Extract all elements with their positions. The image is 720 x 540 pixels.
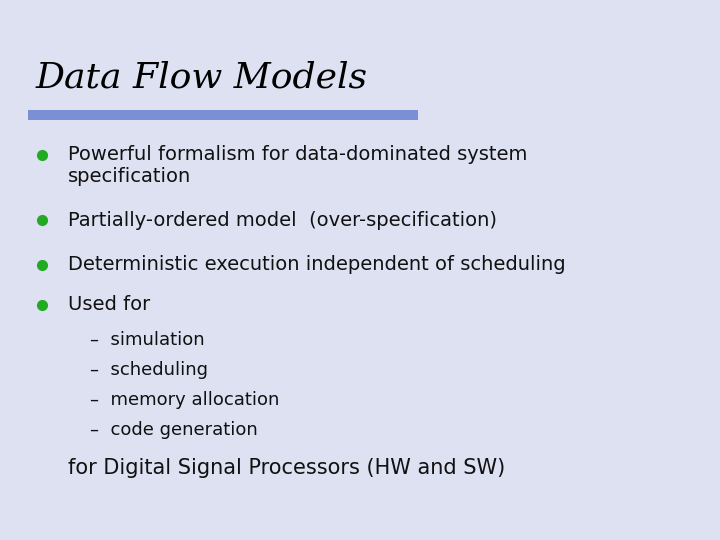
Text: for Digital Signal Processors (HW and SW): for Digital Signal Processors (HW and SW… — [68, 458, 505, 478]
Text: specification: specification — [68, 167, 192, 186]
Text: –  memory allocation: – memory allocation — [90, 391, 279, 409]
Text: –  simulation: – simulation — [90, 331, 204, 349]
Text: Partially-ordered model  (over-specification): Partially-ordered model (over-specificat… — [68, 211, 497, 229]
Text: Deterministic execution independent of scheduling: Deterministic execution independent of s… — [68, 255, 566, 274]
Text: –  scheduling: – scheduling — [90, 361, 208, 379]
Text: Used for: Used for — [68, 295, 150, 314]
Text: Powerful formalism for data-dominated system: Powerful formalism for data-dominated sy… — [68, 145, 527, 165]
Text: –  code generation: – code generation — [90, 421, 258, 439]
Bar — [28, 110, 418, 120]
Text: Data Flow Models: Data Flow Models — [36, 60, 368, 94]
